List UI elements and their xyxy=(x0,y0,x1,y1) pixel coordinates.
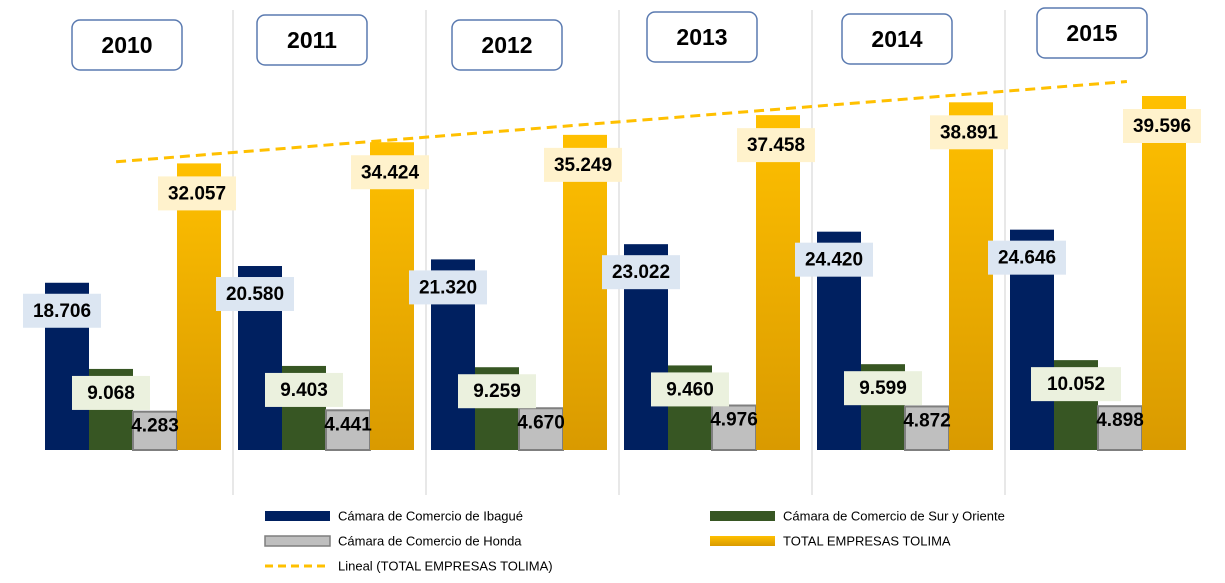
year-box xyxy=(1036,7,1148,59)
year-label: 2011 xyxy=(287,27,337,53)
value-label: 4.872 xyxy=(903,410,951,431)
year-box xyxy=(256,14,368,66)
value-label: 32.057 xyxy=(168,183,226,204)
value-label-box xyxy=(737,128,815,163)
bar xyxy=(177,163,221,451)
value-label: 34.424 xyxy=(361,162,420,183)
year-label: 2012 xyxy=(481,32,532,58)
value-label-box xyxy=(651,372,729,407)
value-label-box xyxy=(409,270,487,305)
value-label: 4.283 xyxy=(131,416,179,437)
value-label-box xyxy=(844,371,922,406)
value-label: 4.670 xyxy=(517,412,565,433)
bar xyxy=(370,142,414,451)
value-label-box xyxy=(458,374,536,409)
legend-swatch xyxy=(264,535,331,547)
value-label: 23.022 xyxy=(612,262,670,283)
year-label: 2013 xyxy=(676,24,727,50)
value-label-box xyxy=(216,277,294,312)
bar xyxy=(711,404,757,452)
year-label: 2014 xyxy=(871,26,922,52)
value-label: 38.891 xyxy=(940,122,999,143)
bar xyxy=(904,405,950,451)
year-label: 2010 xyxy=(101,32,152,58)
bar xyxy=(132,410,178,451)
legend-label: Cámara de Comercio de Ibagué xyxy=(338,508,523,523)
value-label: 24.420 xyxy=(805,250,863,271)
legend-swatch xyxy=(265,511,330,521)
value-label: 9.259 xyxy=(473,381,521,402)
legend-swatch xyxy=(710,536,775,546)
legend-swatch xyxy=(710,511,775,521)
value-label: 4.898 xyxy=(1096,410,1144,431)
value-label: 18.706 xyxy=(33,301,91,322)
bar xyxy=(563,134,607,450)
value-label: 4.441 xyxy=(324,414,372,435)
trendline xyxy=(115,80,1128,164)
value-label: 9.068 xyxy=(87,383,135,404)
value-label: 24.646 xyxy=(998,248,1056,269)
value-label: 35.249 xyxy=(554,155,612,176)
legend-label: Lineal (TOTAL EMPRESAS TOLIMA) xyxy=(338,558,553,573)
value-label: 20.580 xyxy=(226,284,284,305)
value-label-box xyxy=(1031,367,1121,402)
value-label: 9.599 xyxy=(859,378,907,399)
value-label-box xyxy=(265,372,343,407)
legend-label: TOTAL EMPRESAS TOLIMA xyxy=(783,533,951,548)
bar xyxy=(325,409,371,451)
value-label: 10.052 xyxy=(1047,374,1105,395)
value-label-box xyxy=(930,115,1008,150)
bar xyxy=(756,115,800,451)
value-label-box xyxy=(602,255,680,290)
value-label: 39.596 xyxy=(1133,116,1191,137)
value-label-box xyxy=(158,176,236,211)
value-label-box xyxy=(544,147,622,182)
year-box xyxy=(841,13,953,65)
value-label-box xyxy=(795,242,873,277)
value-label-box xyxy=(988,240,1066,275)
value-label-box xyxy=(351,155,429,190)
value-label: 9.403 xyxy=(280,380,328,401)
value-label: 9.460 xyxy=(666,379,714,400)
year-label: 2015 xyxy=(1066,20,1117,46)
legend-label: Cámara de Comercio de Honda xyxy=(338,533,522,548)
value-label-box xyxy=(1123,109,1201,143)
legend-label: Cámara de Comercio de Sur y Oriente xyxy=(783,508,1005,523)
value-label-box xyxy=(23,293,101,328)
bar xyxy=(949,102,993,450)
value-label: 37.458 xyxy=(747,135,805,156)
value-label: 4.976 xyxy=(710,410,758,431)
value-label: 21.320 xyxy=(419,277,477,298)
year-box xyxy=(451,19,563,71)
bar xyxy=(1142,96,1186,450)
value-label-box xyxy=(72,375,150,410)
year-box xyxy=(71,19,183,71)
year-box xyxy=(646,11,758,63)
